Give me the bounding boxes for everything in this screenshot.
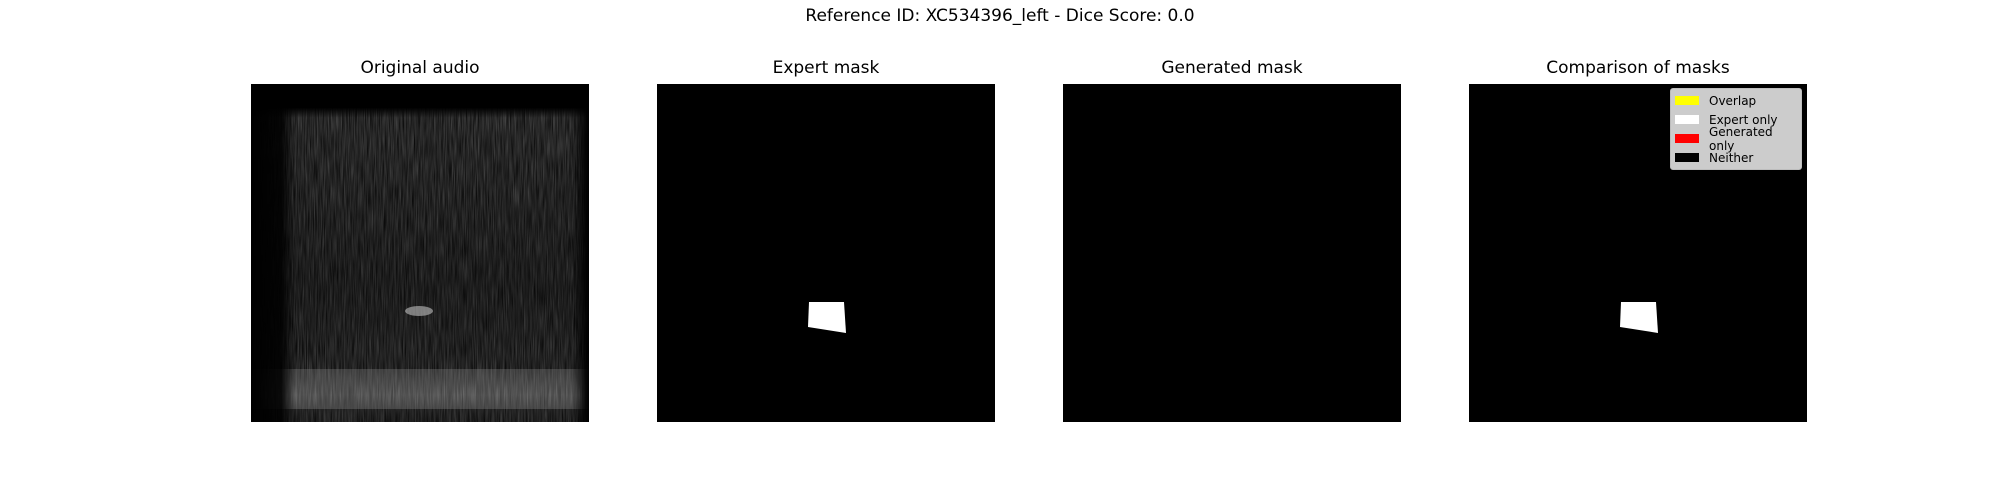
legend-swatch-generated-only	[1675, 134, 1699, 143]
legend-label-neither: Neither	[1709, 150, 1754, 165]
legend-swatch-expert-only	[1675, 115, 1699, 124]
expert-mask-region	[808, 302, 846, 333]
vocal-blob	[405, 306, 433, 316]
panel-title-generated-mask: Generated mask	[1161, 58, 1303, 78]
legend-label-expert-only: Expert only	[1709, 112, 1778, 127]
legend-item-neither: Neither	[1675, 148, 1797, 167]
legend-item-generated-only: Generated only	[1675, 125, 1797, 153]
generated-mask-image	[1063, 84, 1401, 422]
panel-title-original-audio: Original audio	[360, 58, 480, 78]
expert-mask-image	[657, 84, 995, 422]
panel-title-expert-mask: Expert mask	[772, 58, 880, 78]
comparison-mask-image: Overlap Expert only Generated only Neith…	[1469, 84, 1807, 422]
legend-swatch-overlap	[1675, 96, 1699, 105]
spectrogram-image	[251, 84, 589, 422]
original-audio-spectrogram	[251, 84, 589, 422]
figure-title: Reference ID: XC534396_left - Dice Score…	[805, 6, 1195, 26]
legend-label-generated-only: Generated only	[1709, 124, 1773, 153]
legend-item-expert-only: Expert only	[1675, 110, 1797, 129]
legend-swatch-neither	[1675, 153, 1699, 162]
legend-item-overlap: Overlap	[1675, 91, 1797, 110]
panel-title-comparison: Comparison of masks	[1546, 58, 1730, 78]
comparison-legend: Overlap Expert only Generated only Neith…	[1670, 88, 1802, 170]
legend-label-overlap: Overlap	[1709, 93, 1757, 108]
expert-only-region	[1620, 302, 1658, 333]
